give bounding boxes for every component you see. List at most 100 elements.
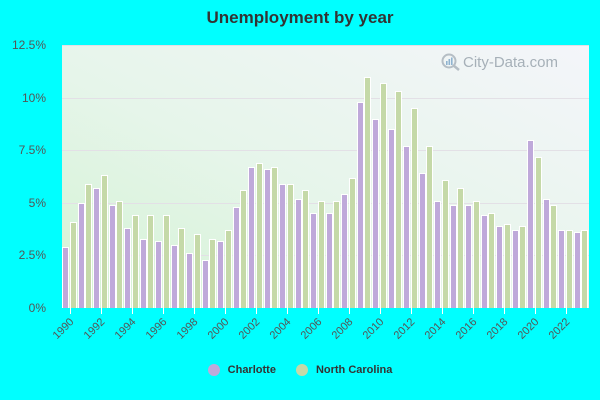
bar-charlotte-2003[interactable] <box>263 169 271 308</box>
bar-north-carolina-1991[interactable] <box>85 183 93 308</box>
bar-north-carolina-1993[interactable] <box>116 200 124 308</box>
bar-north-carolina-2014[interactable] <box>441 179 449 308</box>
x-tick <box>503 308 505 314</box>
bar-charlotte-1998[interactable] <box>186 253 194 308</box>
bar-north-carolina-2006[interactable] <box>317 200 325 308</box>
bar-charlotte-2008[interactable] <box>341 194 349 308</box>
bar-charlotte-2019[interactable] <box>511 230 519 308</box>
bar-charlotte-1990[interactable] <box>62 246 70 308</box>
bar-charlotte-2022[interactable] <box>558 230 566 308</box>
x-tick-label: 2010 <box>360 316 387 342</box>
bar-charlotte-2018[interactable] <box>496 225 504 308</box>
y-tick-label: 12.5% <box>11 38 46 52</box>
bar-north-carolina-2003[interactable] <box>271 167 279 308</box>
bar-charlotte-2005[interactable] <box>294 198 302 308</box>
bar-charlotte-2012[interactable] <box>403 146 411 308</box>
x-tick-label: 2002 <box>236 316 263 342</box>
legend-item-north-carolina[interactable]: North Carolina <box>295 364 393 376</box>
bar-north-carolina-2010[interactable] <box>379 82 387 308</box>
bar-charlotte-1999[interactable] <box>201 259 209 308</box>
bar-charlotte-1997[interactable] <box>170 244 178 308</box>
bar-north-carolina-2005[interactable] <box>302 190 310 308</box>
x-tick <box>162 308 164 314</box>
bar-charlotte-1994[interactable] <box>124 228 132 308</box>
bar-charlotte-2023[interactable] <box>573 232 581 308</box>
x-tick <box>317 308 319 314</box>
bar-north-carolina-2023[interactable] <box>581 230 589 308</box>
bar-north-carolina-1990[interactable] <box>69 221 77 308</box>
bar-charlotte-1996[interactable] <box>155 240 163 308</box>
bar-charlotte-2002[interactable] <box>248 167 256 308</box>
bar-north-carolina-1994[interactable] <box>131 215 139 308</box>
bar-charlotte-2001[interactable] <box>232 207 240 308</box>
x-tick <box>255 308 257 314</box>
x-tick <box>441 308 443 314</box>
bar-north-carolina-2015[interactable] <box>457 188 465 308</box>
bar-charlotte-2006[interactable] <box>310 213 318 308</box>
bar-north-carolina-2000[interactable] <box>224 230 232 308</box>
bar-north-carolina-2008[interactable] <box>348 177 356 308</box>
north-carolina-swatch-icon <box>295 364 308 376</box>
x-tick-label: 2022 <box>546 316 573 342</box>
bar-charlotte-1995[interactable] <box>139 238 147 308</box>
x-tick-label: 1992 <box>81 316 108 342</box>
bar-north-carolina-1992[interactable] <box>100 175 108 308</box>
bar-north-carolina-2011[interactable] <box>395 91 403 308</box>
bar-charlotte-2010[interactable] <box>372 118 380 308</box>
legend-label: North Carolina <box>315 364 393 376</box>
x-tick <box>131 308 133 314</box>
x-tick <box>348 308 350 314</box>
bar-charlotte-2007[interactable] <box>325 213 333 308</box>
bar-north-carolina-2002[interactable] <box>255 162 263 308</box>
bar-north-carolina-2007[interactable] <box>333 200 341 308</box>
bar-charlotte-1993[interactable] <box>108 204 116 308</box>
bar-north-carolina-2022[interactable] <box>565 230 573 308</box>
x-tick <box>534 308 536 314</box>
x-tick <box>286 308 288 314</box>
bar-charlotte-1991[interactable] <box>77 202 85 308</box>
x-tick-label: 2004 <box>267 316 294 342</box>
chart-title: Unemployment by year <box>206 8 394 27</box>
x-tick-label: 1996 <box>143 316 170 342</box>
bar-north-carolina-1999[interactable] <box>209 238 217 308</box>
bar-series <box>62 45 589 308</box>
x-tick-label: 2020 <box>515 316 542 342</box>
x-tick <box>69 308 71 314</box>
bar-charlotte-2004[interactable] <box>279 183 287 308</box>
x-tick-label: 1998 <box>174 316 201 342</box>
x-tick <box>224 308 226 314</box>
watermark: City-Data.com <box>441 53 558 71</box>
gridline <box>62 97 589 99</box>
bar-charlotte-2013[interactable] <box>418 173 426 308</box>
bar-north-carolina-2004[interactable] <box>286 183 294 308</box>
bar-charlotte-2021[interactable] <box>542 198 550 308</box>
bar-charlotte-2020[interactable] <box>527 139 535 308</box>
bar-charlotte-1992[interactable] <box>93 188 101 308</box>
bar-north-carolina-2016[interactable] <box>472 200 480 308</box>
bar-north-carolina-1997[interactable] <box>178 228 186 308</box>
bar-charlotte-2000[interactable] <box>217 240 225 308</box>
bar-north-carolina-2017[interactable] <box>488 213 496 308</box>
bar-charlotte-2016[interactable] <box>465 204 473 308</box>
bar-charlotte-2015[interactable] <box>449 204 457 308</box>
bar-north-carolina-2021[interactable] <box>550 204 558 308</box>
legend-item-charlotte[interactable]: Charlotte <box>207 364 276 376</box>
bar-north-carolina-2018[interactable] <box>503 223 511 308</box>
bar-north-carolina-1995[interactable] <box>147 215 155 308</box>
bar-charlotte-2014[interactable] <box>434 200 442 308</box>
bar-north-carolina-2009[interactable] <box>364 76 372 308</box>
bar-north-carolina-1998[interactable] <box>193 234 201 308</box>
bar-north-carolina-2020[interactable] <box>534 156 542 308</box>
charlotte-swatch-icon <box>207 364 220 376</box>
bar-north-carolina-2013[interactable] <box>426 146 434 308</box>
bar-north-carolina-2001[interactable] <box>240 190 248 308</box>
bar-north-carolina-1996[interactable] <box>162 215 170 308</box>
x-tick <box>379 308 381 314</box>
x-tick-label: 1990 <box>50 316 77 342</box>
bar-north-carolina-2019[interactable] <box>519 225 527 308</box>
bar-charlotte-2011[interactable] <box>387 129 395 308</box>
bar-north-carolina-2012[interactable] <box>410 108 418 308</box>
bar-charlotte-2017[interactable] <box>480 215 488 308</box>
gridline <box>62 202 589 204</box>
bar-charlotte-2009[interactable] <box>356 101 364 308</box>
